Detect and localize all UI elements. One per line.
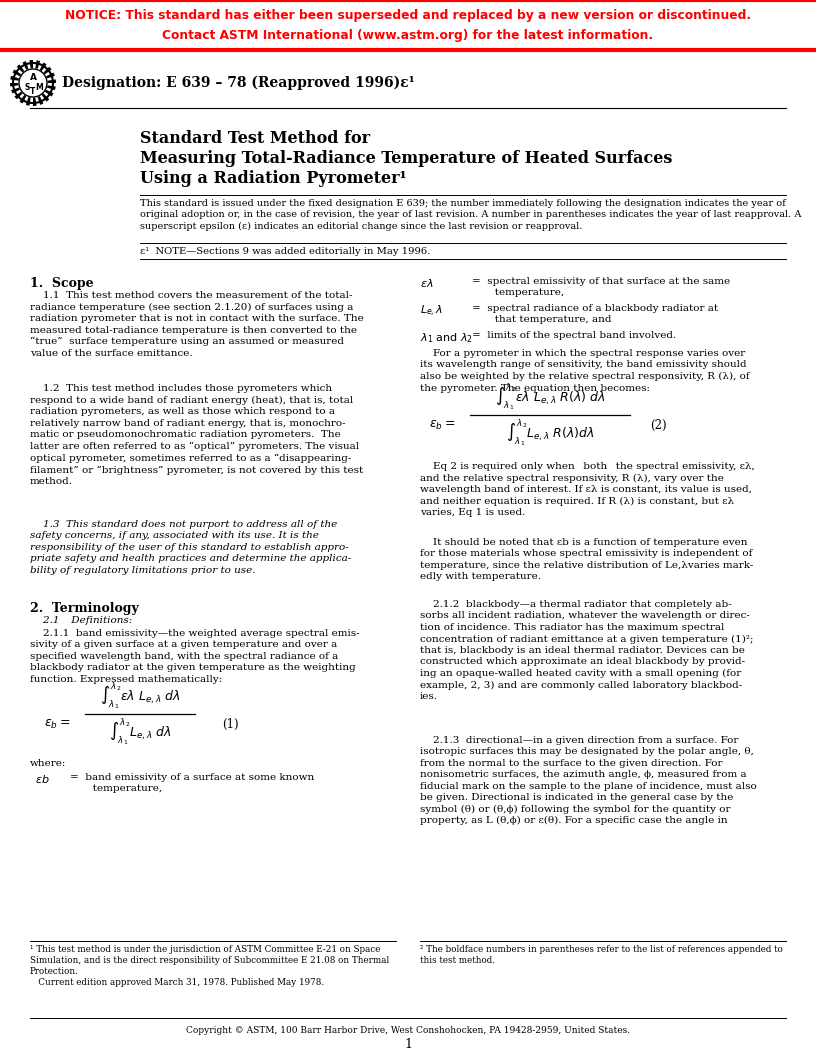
Text: 1.2  This test method includes those pyrometers which
respond to a wide band of : 1.2 This test method includes those pyro…: [30, 384, 363, 486]
Text: $\epsilon\lambda$: $\epsilon\lambda$: [420, 277, 433, 289]
Text: Copyright © ASTM, 100 Barr Harbor Drive, West Conshohocken, PA 19428-2959, Unite: Copyright © ASTM, 100 Barr Harbor Drive,…: [186, 1026, 630, 1035]
Polygon shape: [11, 76, 20, 81]
Polygon shape: [29, 60, 33, 70]
Polygon shape: [38, 95, 43, 105]
Polygon shape: [42, 93, 49, 101]
Text: $\epsilon_b =$: $\epsilon_b =$: [428, 418, 455, 432]
Text: 2.  Terminology: 2. Terminology: [30, 602, 139, 615]
Text: =  spectral radiance of a blackbody radiator at
       that temperature, and: = spectral radiance of a blackbody radia…: [472, 304, 718, 324]
Text: $\int_{\lambda_1}^{\lambda_2} \epsilon\lambda\ L_{e,\lambda}\ R(\lambda)\ d\lamb: $\int_{\lambda_1}^{\lambda_2} \epsilon\l…: [494, 381, 605, 412]
Text: For a pyrometer in which the spectral response varies over
its wavelength range : For a pyrometer in which the spectral re…: [420, 348, 750, 393]
Polygon shape: [33, 97, 37, 106]
Circle shape: [19, 69, 47, 97]
Text: 1.  Scope: 1. Scope: [30, 277, 94, 290]
Polygon shape: [44, 90, 54, 96]
Text: S: S: [24, 82, 29, 92]
Text: Designation: E 639 – 78 (Reapproved 1996)ε¹: Designation: E 639 – 78 (Reapproved 1996…: [62, 76, 415, 90]
Text: $L_{e,}\lambda$: $L_{e,}\lambda$: [420, 304, 443, 319]
Text: 2.1.1  band emissivity—the weighted average spectral emis-
sivity of a given sur: 2.1.1 band emissivity—the weighted avera…: [30, 629, 360, 684]
Polygon shape: [10, 83, 19, 87]
Polygon shape: [47, 86, 55, 90]
Text: (1): (1): [222, 717, 238, 731]
Text: ² The boldface numbers in parentheses refer to the list of references appended t: ² The boldface numbers in parentheses re…: [420, 945, 783, 965]
Polygon shape: [17, 64, 24, 73]
Polygon shape: [43, 67, 51, 75]
Text: $\int_{\lambda_1}^{\lambda_2} L_{e,\lambda}\ R(\lambda)d\lambda$: $\int_{\lambda_1}^{\lambda_2} L_{e,\lamb…: [506, 418, 594, 449]
Text: 1: 1: [404, 1037, 412, 1051]
Text: Using a Radiation Pyrometer¹: Using a Radiation Pyrometer¹: [140, 170, 406, 187]
Text: (2): (2): [650, 418, 667, 432]
Polygon shape: [11, 88, 20, 93]
Text: $\lambda_1$ and $\lambda_2$: $\lambda_1$ and $\lambda_2$: [420, 331, 473, 345]
Text: $\epsilon_b =$: $\epsilon_b =$: [43, 717, 70, 731]
Polygon shape: [23, 61, 29, 71]
Text: This standard is issued under the fixed designation E 639; the number immediatel: This standard is issued under the fixed …: [140, 199, 801, 231]
Text: Measuring Total-Radiance Temperature of Heated Surfaces: Measuring Total-Radiance Temperature of …: [140, 150, 672, 167]
Text: ε¹  NOTE—Sections 9 was added editorially in May 1996.: ε¹ NOTE—Sections 9 was added editorially…: [140, 247, 430, 256]
Text: Standard Test Method for: Standard Test Method for: [140, 130, 370, 147]
Polygon shape: [20, 94, 27, 103]
Text: =  spectral emissivity of that surface at the same
       temperature,: = spectral emissivity of that surface at…: [472, 277, 730, 298]
Text: =  band emissivity of a surface at some known
       temperature,: = band emissivity of a surface at some k…: [70, 773, 314, 793]
Text: $\int_{\lambda_1}^{\lambda_2} \epsilon\lambda\ L_{e,\lambda}\ d\lambda$: $\int_{\lambda_1}^{\lambda_2} \epsilon\l…: [100, 680, 180, 711]
Polygon shape: [39, 62, 47, 72]
Text: Contact ASTM International (www.astm.org) for the latest information.: Contact ASTM International (www.astm.org…: [162, 29, 654, 41]
Text: 2.1   Definitions:: 2.1 Definitions:: [30, 616, 132, 625]
Text: 1.3  This standard does not purport to address all of the
safety concerns, if an: 1.3 This standard does not purport to ad…: [30, 520, 351, 574]
Text: 2.1.3  directional—in a given direction from a surface. For
isotropic surfaces t: 2.1.3 directional—in a given direction f…: [420, 736, 756, 826]
Polygon shape: [47, 79, 56, 83]
Text: It should be noted that εb is a function of temperature even
for those materials: It should be noted that εb is a function…: [420, 538, 753, 582]
Text: =  limits of the spectral band involved.: = limits of the spectral band involved.: [472, 331, 676, 340]
Text: ¹ This test method is under the jurisdiction of ASTM Committee E-21 on Space
Sim: ¹ This test method is under the jurisdic…: [30, 945, 389, 987]
Polygon shape: [46, 73, 55, 79]
Polygon shape: [15, 91, 23, 99]
Text: T: T: [30, 87, 36, 95]
Text: 2.1.2  blackbody—a thermal radiator that completely ab-
sorbs all incident radia: 2.1.2 blackbody—a thermal radiator that …: [420, 600, 753, 701]
Text: A: A: [29, 74, 37, 82]
Text: Eq 2 is required only when  both  the spectral emissivity, ελ,
and the relative : Eq 2 is required only when both the spec…: [420, 463, 755, 517]
Text: M: M: [35, 82, 43, 92]
Text: $\epsilon b$: $\epsilon b$: [35, 773, 50, 785]
Polygon shape: [26, 96, 31, 106]
Polygon shape: [35, 60, 40, 70]
Polygon shape: [12, 70, 22, 77]
Text: NOTICE: This standard has either been superseded and replaced by a new version o: NOTICE: This standard has either been su…: [65, 10, 751, 22]
Text: $\int_{\lambda_1}^{\lambda_2} L_{e,\lambda}\ d\lambda$: $\int_{\lambda_1}^{\lambda_2} L_{e,\lamb…: [109, 717, 171, 748]
Text: where:: where:: [30, 759, 66, 768]
Text: 1.1  This test method covers the measurement of the total-
radiance temperature : 1.1 This test method covers the measurem…: [30, 291, 364, 358]
